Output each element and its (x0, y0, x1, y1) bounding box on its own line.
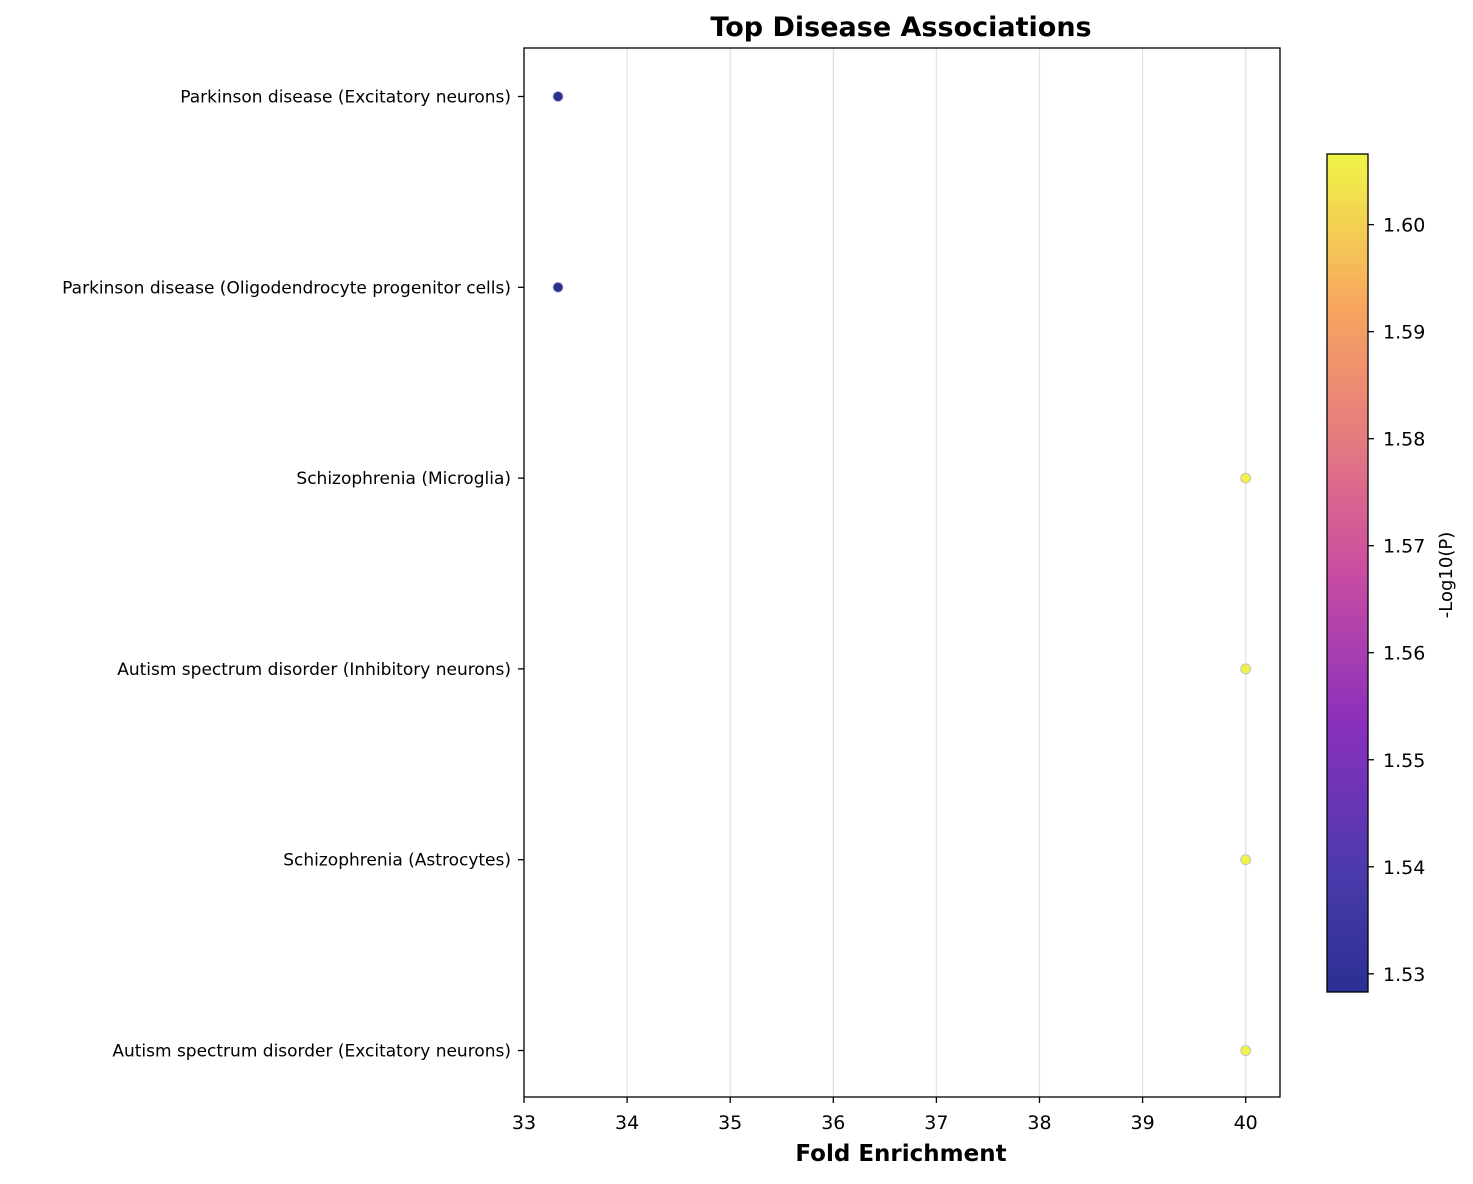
x-tick-label: 39 (1131, 1112, 1155, 1134)
colorbar-tick-label: 1.59 (1383, 322, 1425, 344)
data-point (1240, 854, 1252, 866)
data-point (552, 281, 564, 293)
y-axis: Parkinson disease (Excitatory neurons) Pa… (62, 88, 524, 1062)
colorbar-tick-label: 1.57 (1383, 536, 1425, 558)
x-axis-label: Fold Enrichment (795, 1141, 1006, 1167)
x-tick-label: 37 (924, 1112, 948, 1134)
y-tick-label: Autism spectrum disorder (Inhibitory neu… (117, 660, 511, 680)
data-points (552, 91, 1252, 1056)
y-tick-label: Schizophrenia (Astrocytes) (283, 851, 511, 871)
colorbar-tick-label: 1.53 (1383, 964, 1425, 986)
data-point (1240, 663, 1252, 675)
colorbar-tick-label: 1.54 (1383, 857, 1425, 879)
data-point (1240, 1045, 1252, 1056)
x-tick-label: 33 (512, 1112, 536, 1134)
colorbar-label: -Log10(P) (1436, 532, 1457, 618)
colorbar-tick-label: 1.56 (1383, 643, 1425, 665)
x-tick-label: 34 (615, 1112, 639, 1134)
colorbar-tick-label: 1.55 (1383, 750, 1425, 772)
grid-lines (626, 48, 1247, 1097)
x-tick-label: 38 (1027, 1112, 1051, 1134)
y-tick-label: Parkinson disease (Excitatory neurons) (180, 88, 511, 108)
y-tick-label: Autism spectrum disorder (Excitatory neu… (112, 1042, 511, 1062)
y-tick-label: Schizophrenia (Microglia) (296, 469, 511, 489)
colorbar: 1.53 1.54 1.55 1.56 1.57 1.58 1.59 1.60 (1326, 153, 1425, 993)
colorbar-tick-label: 1.58 (1383, 429, 1425, 451)
data-point (1240, 472, 1252, 484)
colorbar-gradient (1326, 153, 1369, 993)
colorbar-tick-label: 1.60 (1383, 215, 1425, 237)
plot-frame (523, 47, 1281, 1098)
y-tick-label: Parkinson disease (Oligodendrocyte proge… (62, 278, 511, 298)
x-tick-label: 36 (821, 1112, 845, 1134)
x-axis: 33 34 35 36 37 38 39 40 (512, 1097, 1258, 1134)
x-tick-label: 40 (1234, 1112, 1258, 1134)
chart-title: Top Disease Associations (710, 12, 1091, 43)
x-tick-label: 35 (718, 1112, 742, 1134)
data-point (552, 91, 564, 102)
